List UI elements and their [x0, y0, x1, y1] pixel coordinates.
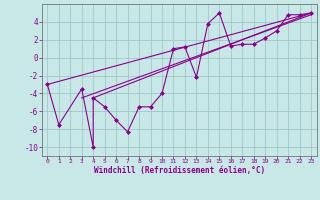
- X-axis label: Windchill (Refroidissement éolien,°C): Windchill (Refroidissement éolien,°C): [94, 166, 265, 175]
